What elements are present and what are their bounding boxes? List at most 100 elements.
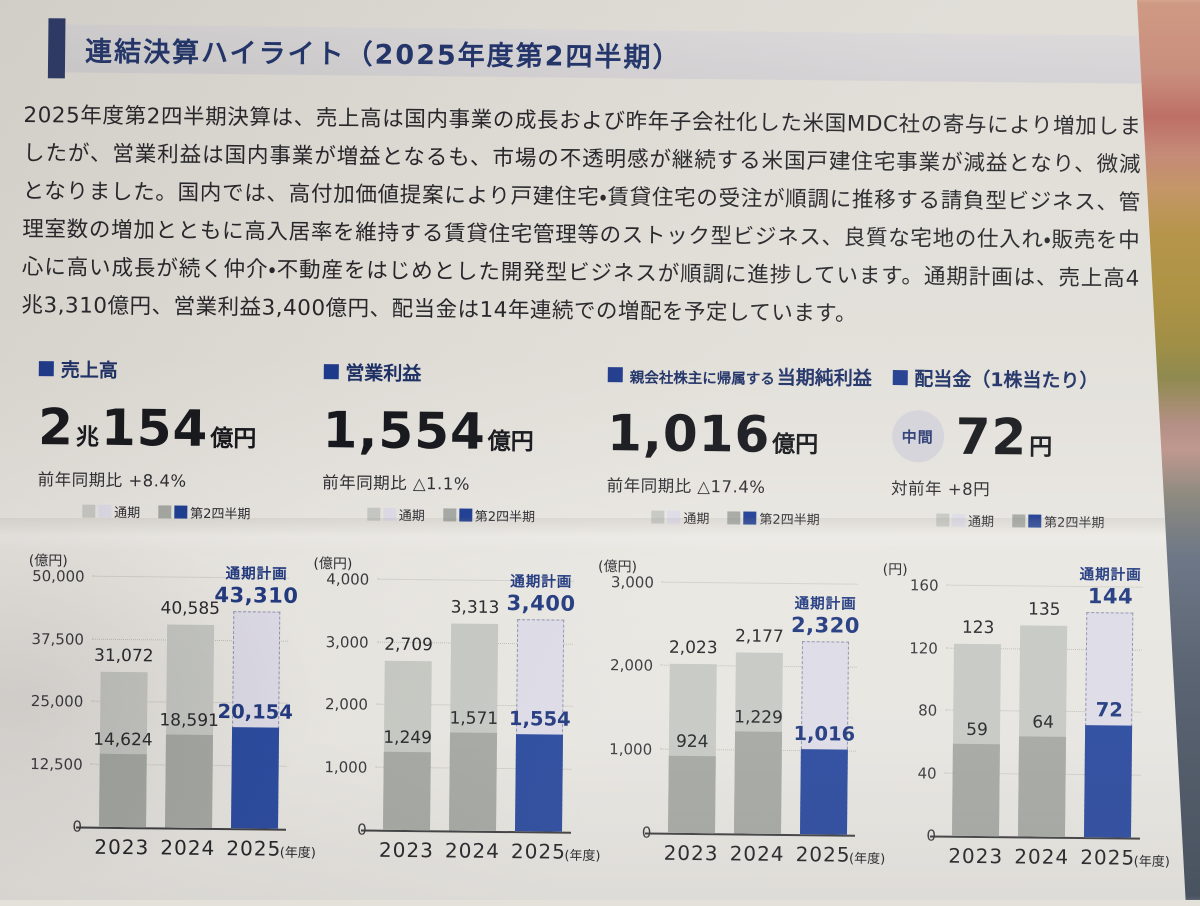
kpi-value-part: 億円 <box>210 425 257 453</box>
legend-swatch <box>442 507 456 521</box>
y-tick-label: 0 <box>926 826 937 845</box>
legend-label-full: 通期 <box>968 514 995 530</box>
kpi-label: 売上高 <box>38 355 308 385</box>
q2-value-label: 14,624 <box>93 729 153 751</box>
kpi-value-part: 億円 <box>772 431 819 459</box>
plan-label: 通期計画 2,320 <box>770 591 880 638</box>
kpi-label-text: 当期純利益 <box>776 366 872 390</box>
chart-legend: 通期 第2四半期 <box>29 500 303 523</box>
kpi-block-3: 配当金（1株当たり） 中間 72 円対前年 +8円 <box>891 364 1161 502</box>
kpi-bullet-icon <box>323 364 339 380</box>
kpi-bullet-icon <box>607 367 623 383</box>
legend-swatch <box>366 507 380 521</box>
legend-swatch <box>743 511 757 525</box>
bar-q2 <box>164 734 213 828</box>
legend-swatch <box>667 510 681 524</box>
legend-label-full: 通期 <box>683 511 710 527</box>
y-tick-label: 12,500 <box>30 754 83 774</box>
bar-q2-current <box>230 727 279 829</box>
legend-label-full: 通期 <box>114 505 141 521</box>
legend-label-q2: 第2四半期 <box>190 506 251 522</box>
kpi-value-part: 円 <box>1029 434 1053 461</box>
legend-item-full: 通期 <box>82 501 140 521</box>
kpi-bullet-icon <box>38 361 54 377</box>
plan-label: 通期計画 144 <box>1055 563 1165 609</box>
legend-label-q2: 第2四半期 <box>759 512 820 528</box>
full-value-label: 2,709 <box>384 634 434 655</box>
plan-caption: 通期計画 <box>794 595 857 613</box>
legend-swatch <box>1012 513 1026 527</box>
legend-item-full: 通期 <box>936 510 994 530</box>
legend-swatch <box>952 513 966 527</box>
gridline <box>661 581 858 585</box>
chart-plot: (億円) 4,000 3,000 2,000 1,000 0 2,709 1,249 3,313… <box>313 556 575 839</box>
page-title: 連結決算ハイライト（2025年度第2四半期） <box>84 36 682 74</box>
legend-label-q2: 第2四半期 <box>1044 515 1105 531</box>
kpi-subline: 対前年 +8円 <box>891 479 991 500</box>
y-tick-label: 1,000 <box>609 739 653 759</box>
q2-current-value-label: 20,154 <box>217 700 293 725</box>
chart-2: 通期 第2四半期 (億円) 3,000 2,000 1,000 0 2,023 924 2,177… <box>595 506 886 871</box>
kpi-label: 親会社株主に帰属する 当期純利益 <box>607 361 877 391</box>
plan-label: 通期計画 3,400 <box>486 569 596 616</box>
legend-item-full: 通期 <box>366 504 425 524</box>
y-tick-label: 0 <box>72 817 83 836</box>
kpi-value-part: 2 <box>37 398 75 457</box>
kpi-value: 2 兆 154 億円 <box>38 398 307 459</box>
q2-value-label: 1,249 <box>383 727 433 749</box>
chart-legend: 通期 第2四半期 <box>599 506 873 529</box>
bar-q2 <box>1018 736 1067 837</box>
legend-label-q2: 第2四半期 <box>474 509 536 525</box>
y-tick-label: 2,000 <box>610 656 654 675</box>
chart-1: 通期 第2四半期 (億円) 4,000 3,000 2,000 1,000 0 2,709 1,2… <box>310 503 601 868</box>
bar-q2 <box>449 732 498 831</box>
y-tick-label: 4,000 <box>326 570 370 589</box>
q2-current-value-label: 1,016 <box>793 722 856 747</box>
kpi-subline: 前年同期比 △1.1% <box>322 473 471 494</box>
x-axis-labels: 2023 2024 2025 (年度) <box>659 835 886 871</box>
legend-swatch <box>98 504 112 518</box>
q2-value-label: 924 <box>675 731 709 753</box>
plan-value-label: 2,320 <box>790 612 861 638</box>
bar-q2-current <box>515 734 564 832</box>
legend-swatch <box>727 510 741 524</box>
y-tick-label: 0 <box>357 820 367 839</box>
legend-swatch <box>1028 513 1042 528</box>
plan-value-label: 43,310 <box>214 583 299 609</box>
y-tick-label: 3,000 <box>325 632 369 652</box>
kpi-label-text: 売上高 <box>60 359 118 382</box>
kpi-label-text: 配当金（1株当たり） <box>914 368 1099 393</box>
y-tick-label: 0 <box>641 823 652 842</box>
summary-paragraph: 2025年度第2四半期決算は、売上高は国内事業の成長および昨年子会社化した米国M… <box>21 102 1142 327</box>
legend-swatch <box>382 507 396 521</box>
kpi-label: 配当金（1株当たり） <box>892 364 1161 394</box>
plan-label: 通期計画 43,310 <box>201 562 311 609</box>
kpi-subline: 前年同期比 △17.4% <box>606 476 766 497</box>
legend-swatch <box>174 505 188 519</box>
y-tick-label: 25,000 <box>30 692 84 711</box>
title-band: 連結決算ハイライト（2025年度第2四半期） <box>47 18 1145 84</box>
q2-current-value-label: 72 <box>1095 697 1123 721</box>
chart-plot: (億円) 3,000 2,000 1,000 0 2,023 924 2,177 1,229 通期… <box>598 559 860 842</box>
kpi-label: 営業利益 <box>323 358 592 388</box>
plan-caption: 通期計画 <box>510 573 573 591</box>
q2-current-value-label: 1,554 <box>508 706 571 731</box>
kpi-label-text: 営業利益 <box>345 362 422 386</box>
legend-item-q2: 第2四半期 <box>442 505 536 525</box>
chart-plot: (億円) 50,000 37,500 25,000 12,500 0 31,072 14,62… <box>29 553 299 836</box>
legend-swatch <box>936 513 950 527</box>
kpi-bullet-icon <box>892 370 908 386</box>
kpi-block-0: 売上高 2 兆 154 億円 前年同期比 +8.4% <box>38 355 308 493</box>
plan-caption: 通期計画 <box>225 566 288 584</box>
legend-swatch <box>458 508 472 522</box>
title-accent-bar <box>47 18 66 79</box>
legend-item-q2: 第2四半期 <box>1012 511 1104 531</box>
y-tick-label: 40 <box>917 763 937 783</box>
y-tick-label: 120 <box>909 638 939 658</box>
legend-swatch <box>82 504 96 518</box>
plan-value-label: 144 <box>1087 584 1134 609</box>
kpi-value-part: 1,016 <box>606 404 771 464</box>
interim-badge: 中間 <box>891 410 944 463</box>
kpi-row: 売上高 2 兆 154 億円 前年同期比 +8.4% 営業利益 1,554 億円 前年同期比 △1… <box>38 355 1161 502</box>
